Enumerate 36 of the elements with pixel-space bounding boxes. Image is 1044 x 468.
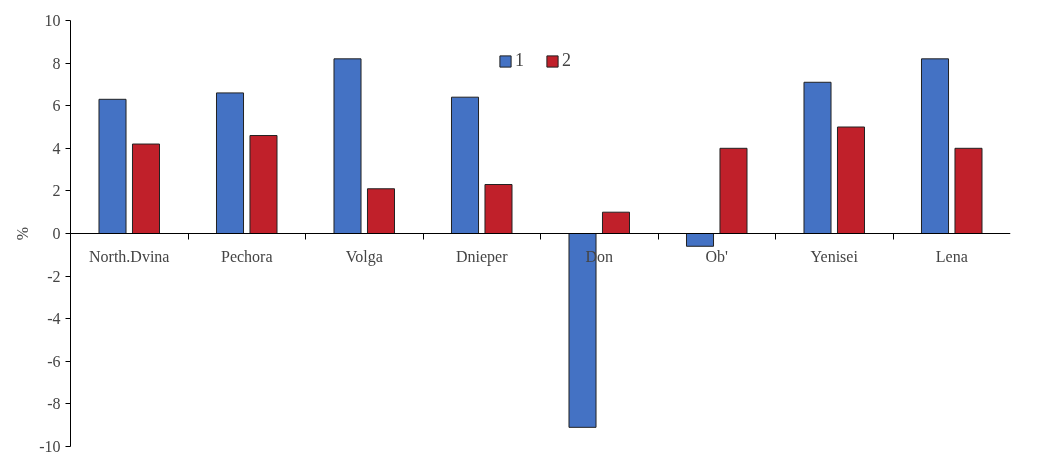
x-tick-label: Dnieper xyxy=(455,247,509,266)
legend-label: 1 xyxy=(515,50,525,71)
x-tick-label: Ob' xyxy=(705,247,729,265)
y-tick-label: -8 xyxy=(47,395,61,413)
y-tick-label: 8 xyxy=(52,54,61,72)
y-axis-title: % xyxy=(14,226,32,241)
bar xyxy=(601,211,631,234)
bar xyxy=(920,58,950,234)
y-tick-label: 10 xyxy=(44,12,61,29)
bar xyxy=(484,184,513,234)
x-tick-label: Yenisei xyxy=(810,247,859,265)
bar xyxy=(719,147,748,234)
x-tick-label: North.Dvina xyxy=(89,247,170,265)
bar xyxy=(98,98,127,234)
y-tick-label: 0 xyxy=(52,225,61,242)
y-tick-label: 2 xyxy=(52,182,61,200)
bar xyxy=(450,96,480,234)
x-tick-label: Pechora xyxy=(220,247,273,265)
bar xyxy=(803,81,832,234)
y-tick-label: -10 xyxy=(39,438,61,455)
y-tick-label: -2 xyxy=(47,267,61,285)
bar xyxy=(215,92,245,234)
bar xyxy=(249,135,278,234)
bar xyxy=(333,58,362,234)
legend-label: 2 xyxy=(562,50,572,71)
y-tick-label: -6 xyxy=(47,352,61,370)
y-tick-label: -4 xyxy=(47,310,61,328)
bar xyxy=(366,188,396,234)
bar xyxy=(836,126,866,234)
bar xyxy=(131,143,161,234)
x-tick-label: Lena xyxy=(935,247,968,265)
y-tick-label: 4 xyxy=(52,139,61,157)
x-tick-label: Volga xyxy=(345,247,383,266)
bar xyxy=(685,233,715,247)
bar xyxy=(954,147,983,234)
y-tick-label: 6 xyxy=(52,97,61,115)
